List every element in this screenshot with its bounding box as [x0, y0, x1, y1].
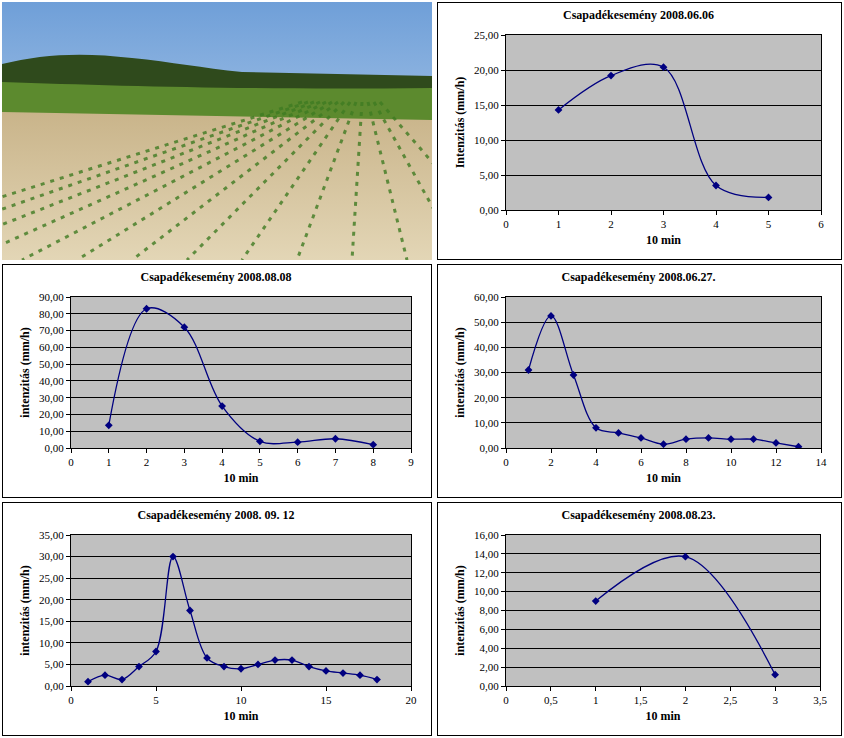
svg-text:10,00: 10,00: [39, 637, 64, 649]
svg-text:12: 12: [771, 456, 782, 468]
svg-text:Csapadékesemény 2008.06.06: Csapadékesemény 2008.06.06: [563, 8, 714, 22]
svg-text:0: 0: [68, 694, 74, 706]
svg-text:2,00: 2,00: [480, 661, 500, 673]
svg-text:5,00: 5,00: [480, 169, 500, 181]
svg-text:3,5: 3,5: [813, 694, 827, 706]
svg-text:40,00: 40,00: [39, 375, 64, 387]
svg-text:2: 2: [144, 456, 150, 468]
svg-text:5: 5: [766, 218, 772, 230]
svg-text:15,00: 15,00: [39, 615, 64, 627]
svg-text:4: 4: [713, 218, 719, 230]
svg-text:0,5: 0,5: [544, 694, 558, 706]
svg-text:10 min: 10 min: [646, 471, 681, 485]
svg-text:35,00: 35,00: [39, 529, 64, 541]
svg-text:5,00: 5,00: [45, 658, 65, 670]
svg-text:0,00: 0,00: [480, 680, 500, 692]
svg-text:Csapadékesemény 2008.06.27.: Csapadékesemény 2008.06.27.: [561, 270, 715, 284]
svg-text:15: 15: [321, 694, 333, 706]
svg-text:2: 2: [548, 456, 554, 468]
svg-text:Csapadékesemény 2008.08.08: Csapadékesemény 2008.08.08: [140, 270, 291, 284]
svg-text:60,00: 60,00: [474, 291, 499, 303]
svg-text:80,00: 80,00: [39, 308, 64, 320]
svg-text:6: 6: [818, 218, 824, 230]
svg-text:0,00: 0,00: [45, 680, 65, 692]
svg-text:10,00: 10,00: [474, 585, 499, 597]
svg-text:7: 7: [333, 456, 339, 468]
svg-text:10 min: 10 min: [223, 709, 258, 723]
svg-text:10: 10: [726, 456, 738, 468]
svg-text:9: 9: [408, 456, 414, 468]
svg-text:16,00: 16,00: [474, 529, 499, 541]
svg-text:14: 14: [816, 456, 828, 468]
svg-text:6: 6: [638, 456, 644, 468]
svg-text:Csapadékesemény 2008. 09. 12: Csapadékesemény 2008. 09. 12: [137, 508, 294, 522]
svg-text:10,00: 10,00: [474, 134, 499, 146]
svg-text:Csapadékesemény 2008.08.23.: Csapadékesemény 2008.08.23.: [561, 508, 715, 522]
svg-text:6: 6: [295, 456, 301, 468]
svg-text:0,00: 0,00: [45, 442, 65, 454]
svg-text:14,00: 14,00: [474, 548, 499, 560]
svg-text:20,00: 20,00: [474, 64, 499, 76]
svg-text:1,5: 1,5: [634, 694, 648, 706]
svg-text:10,00: 10,00: [39, 425, 64, 437]
svg-text:8: 8: [370, 456, 376, 468]
svg-text:4,00: 4,00: [480, 642, 500, 654]
svg-text:2: 2: [683, 694, 689, 706]
svg-text:25,00: 25,00: [474, 29, 499, 41]
svg-text:intenzitás (mm/h): intenzitás (mm/h): [18, 327, 32, 417]
svg-text:25,00: 25,00: [39, 572, 64, 584]
svg-text:10: 10: [236, 694, 248, 706]
svg-text:0,00: 0,00: [480, 442, 500, 454]
svg-text:60,00: 60,00: [39, 341, 64, 353]
svg-text:intenzitás (mm/h): intenzitás (mm/h): [453, 565, 467, 655]
svg-text:10,00: 10,00: [474, 417, 499, 429]
svg-text:20,00: 20,00: [474, 392, 499, 404]
svg-text:90,00: 90,00: [39, 291, 64, 303]
svg-text:0: 0: [503, 218, 509, 230]
svg-text:20,00: 20,00: [39, 408, 64, 420]
svg-text:2,5: 2,5: [723, 694, 737, 706]
svg-text:15,00: 15,00: [474, 99, 499, 111]
svg-text:10 min: 10 min: [223, 471, 258, 485]
svg-text:5: 5: [153, 694, 159, 706]
svg-text:4: 4: [219, 456, 225, 468]
svg-text:4: 4: [593, 456, 599, 468]
svg-text:0,00: 0,00: [480, 204, 500, 216]
svg-text:20,00: 20,00: [39, 594, 64, 606]
svg-text:1: 1: [106, 456, 112, 468]
svg-text:Intenzitás (mm/h): Intenzitás (mm/h): [453, 77, 467, 169]
svg-text:8: 8: [683, 456, 689, 468]
svg-text:8,00: 8,00: [480, 604, 500, 616]
svg-text:5: 5: [257, 456, 263, 468]
svg-text:6,00: 6,00: [480, 623, 500, 635]
svg-text:50,00: 50,00: [39, 358, 64, 370]
svg-text:30,00: 30,00: [474, 366, 499, 378]
svg-text:1: 1: [593, 694, 599, 706]
svg-text:intenzitás (mm/h): intenzitás (mm/h): [453, 327, 467, 417]
svg-text:0: 0: [68, 456, 74, 468]
svg-text:0: 0: [503, 456, 509, 468]
svg-text:20: 20: [406, 694, 418, 706]
svg-text:2: 2: [608, 218, 614, 230]
svg-text:12,00: 12,00: [474, 567, 499, 579]
svg-text:1: 1: [556, 218, 562, 230]
svg-text:40,00: 40,00: [474, 341, 499, 353]
svg-text:10 min: 10 min: [645, 709, 680, 723]
svg-text:10 min: 10 min: [646, 233, 681, 247]
svg-text:70,00: 70,00: [39, 324, 64, 336]
svg-text:0: 0: [503, 694, 509, 706]
svg-text:intenzitás (mm/h): intenzitás (mm/h): [18, 565, 32, 655]
svg-text:30,00: 30,00: [39, 550, 64, 562]
svg-text:3: 3: [772, 694, 778, 706]
svg-text:3: 3: [661, 218, 667, 230]
svg-text:50,00: 50,00: [474, 316, 499, 328]
svg-text:3: 3: [182, 456, 188, 468]
svg-text:30,00: 30,00: [39, 392, 64, 404]
